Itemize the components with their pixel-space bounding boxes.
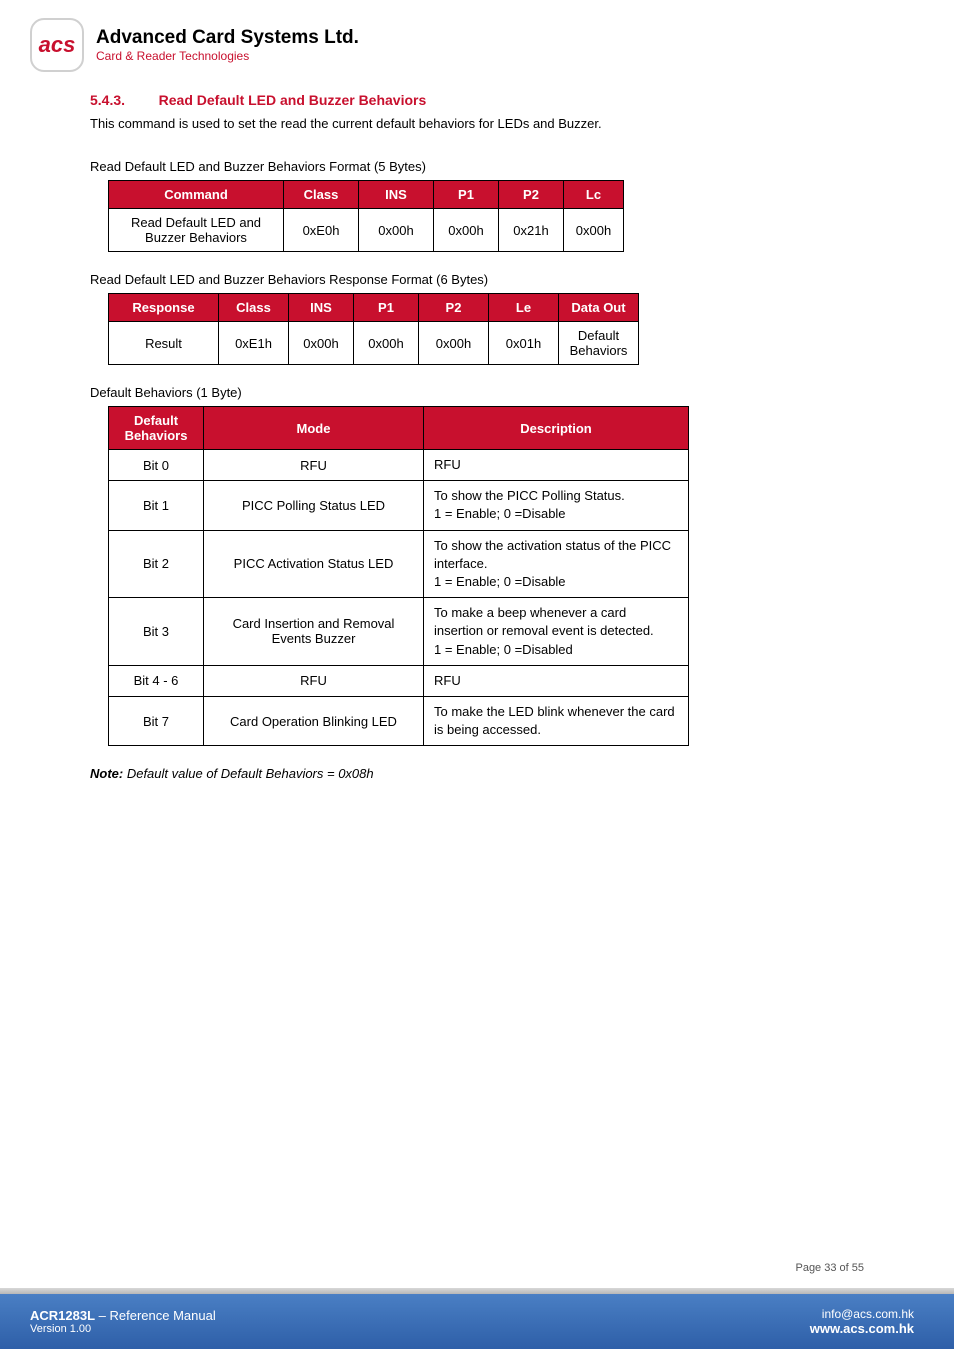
footer-email: info@acs.com.hk [810,1307,914,1321]
table-header: P2 [419,294,489,322]
table-cell: 0x00h [564,209,624,252]
table-cell: PICC Activation Status LED [204,530,424,598]
table-header: Class [219,294,289,322]
footer-version: Version 1.00 [30,1323,216,1335]
table-cell: Card Operation Blinking LED [204,696,424,745]
table-cell: 0x00h [419,322,489,365]
table-header: P1 [434,181,499,209]
table-cell: 0x00h [289,322,354,365]
table-header: Lc [564,181,624,209]
footer-left: ACR1283L – Reference Manual Version 1.00 [30,1308,216,1335]
section-number: 5.4.3. [90,92,125,108]
footer-product-name: ACR1283L [30,1308,95,1323]
table-header: Mode [204,407,424,450]
section-title: Read Default LED and Buzzer Behaviors [159,92,427,108]
table2-caption: Read Default LED and Buzzer Behaviors Re… [90,272,864,287]
table-cell: Bit 2 [109,530,204,598]
table-header: Class [284,181,359,209]
table-cell: To show the PICC Polling Status.1 = Enab… [424,481,689,530]
response-format-table: ResponseClassINSP1P2LeData Out Result0xE1… [108,293,639,365]
table-cell: 0x00h [434,209,499,252]
table-cell: To make the LED blink whenever the card … [424,696,689,745]
table-cell: Bit 4 - 6 [109,665,204,696]
page-header: acs Advanced Card Systems Ltd. Card & Re… [0,0,954,82]
content-area: 5.4.3. Read Default LED and Buzzer Behav… [0,82,954,781]
logo-text: acs [39,32,76,58]
table-cell: Result [109,322,219,365]
table-header: Data Out [559,294,639,322]
company-block: Advanced Card Systems Ltd. Card & Reader… [96,27,359,63]
default-behaviors-table: Default BehaviorsModeDescriptionBit 0RFU… [108,406,689,746]
footer-bar: ACR1283L – Reference Manual Version 1.00… [0,1294,954,1349]
table-cell: RFU [424,665,689,696]
table-cell: 0x00h [359,209,434,252]
table-header: Command [109,181,284,209]
table-cell: RFU [204,665,424,696]
command-format-table: CommandClassINSP1P2Lc Read Default LED an… [108,180,624,252]
footer-right: info@acs.com.hk www.acs.com.hk [810,1307,914,1336]
table1-caption: Read Default LED and Buzzer Behaviors Fo… [90,159,864,174]
page-number: Page 33 of 55 [795,1262,864,1274]
note: Note: Default value of Default Behaviors… [90,766,864,781]
footer-product: ACR1283L – Reference Manual [30,1308,216,1323]
table-cell: Read Default LED and Buzzer Behaviors [109,209,284,252]
section-heading: 5.4.3. Read Default LED and Buzzer Behav… [90,92,864,108]
table-cell: Bit 0 [109,450,204,481]
table-cell: RFU [204,450,424,481]
table-cell: 0x01h [489,322,559,365]
note-label: Note: [90,766,123,781]
table-cell: Bit 3 [109,598,204,666]
table-cell: To show the activation status of the PIC… [424,530,689,598]
company-name: Advanced Card Systems Ltd. [96,27,359,49]
company-tagline: Card & Reader Technologies [96,49,359,63]
table3-caption: Default Behaviors (1 Byte) [90,385,864,400]
table-cell: 0x00h [354,322,419,365]
table-header: P1 [354,294,419,322]
table-cell: 0xE1h [219,322,289,365]
logo: acs [30,18,84,72]
table-header: INS [289,294,354,322]
table-cell: RFU [424,450,689,481]
table-header: Response [109,294,219,322]
table-header: Default Behaviors [109,407,204,450]
table-header: P2 [499,181,564,209]
table-header: Le [489,294,559,322]
table-cell: Card Insertion and Removal Events Buzzer [204,598,424,666]
footer-url: www.acs.com.hk [810,1321,914,1336]
table-cell: To make a beep whenever a card insertion… [424,598,689,666]
table-cell: Default Behaviors [559,322,639,365]
table-cell: Bit 1 [109,481,204,530]
table-header: INS [359,181,434,209]
table-cell: 0x21h [499,209,564,252]
table-cell: 0xE0h [284,209,359,252]
note-text: Default value of Default Behaviors = 0x0… [123,766,373,781]
table-header: Description [424,407,689,450]
section-intro: This command is used to set the read the… [90,116,864,131]
table-cell: Bit 7 [109,696,204,745]
table-cell: PICC Polling Status LED [204,481,424,530]
